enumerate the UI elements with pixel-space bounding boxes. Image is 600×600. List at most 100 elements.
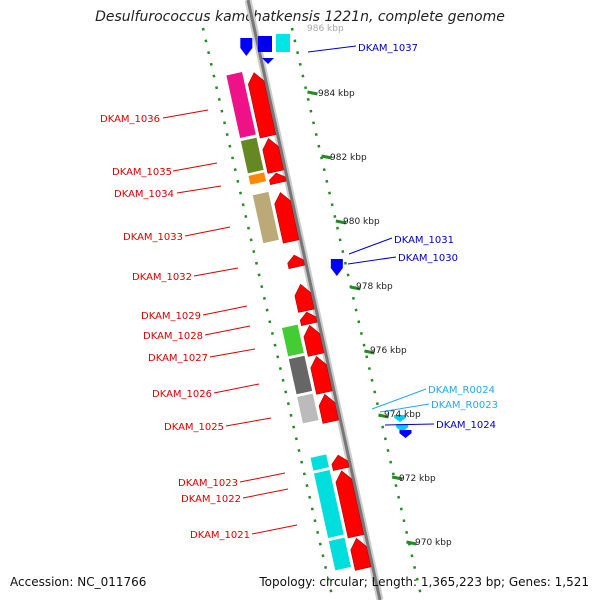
forward-gene-arrow [294,283,315,313]
forward-gene-arrow [287,254,305,269]
cog-category-bar [310,454,329,471]
reverse-gene-label: DKAM_1031 [394,235,454,246]
leader-line [202,305,248,316]
forward-gene-label: DKAM_1027 [148,353,208,364]
scale-tick [364,349,375,355]
forward-gene-arrow [318,393,339,424]
leader-line [225,417,272,427]
scale-label: 976 kbp [370,346,407,356]
genome-backbone-core [246,0,382,600]
leader-line [371,388,427,410]
scale-tick [350,285,361,291]
cog-category-bar [328,537,351,571]
reverse-gene-arrow [240,38,253,56]
leader-line [251,524,298,535]
leader-line [193,267,239,277]
reverse-gene-label: DKAM_1024 [436,420,496,431]
cog-category-bar [288,355,313,395]
scale-label: 980 kbp [343,217,380,227]
cog-category-bar [248,172,267,185]
leader-line [176,185,222,194]
leader-line [184,226,231,237]
scale-ticks [307,90,417,546]
forward-gene-arrow [269,172,287,185]
forward-gene-label: DKAM_1022 [181,494,241,505]
reverse-gene-arrows [240,34,412,438]
scale-tick [406,540,417,546]
reverse-gene-arrow [262,58,274,64]
leader-line [384,423,435,426]
forward-gene-arrow [274,192,300,244]
cog-category-bar [252,191,279,244]
scale-label: 978 kbp [356,282,393,292]
forward-gene-arrow [262,137,284,174]
scale-tick [378,413,389,419]
leader-line [347,256,397,265]
leader-line [379,403,430,413]
left-guide-line [201,27,335,600]
leader-line [307,45,357,53]
forward-gene-label: DKAM_1026 [152,389,212,400]
leader-line [239,472,286,483]
reverse-gene-arrow [330,259,343,276]
forward-gene-label: DKAM_1029 [141,311,201,322]
forward-gene-label: DKAM_1033 [123,232,183,243]
cog-category-bar [313,470,344,538]
reverse-gene-label: DKAM_1037 [358,43,418,54]
reverse-gene-arrow [399,430,412,438]
accession-text: Accession: NC_011766 [10,575,147,589]
scale-labels: 986 kbp 984 kbp 982 kbp 980 kbp 978 kbp 976 k… [307,24,452,548]
scale-label: 984 kbp [318,89,355,99]
cog-category-bar [297,393,319,424]
right-guide-line [290,27,424,600]
label-leader-lines [162,45,435,535]
reverse-gene-block [258,36,272,52]
forward-gene-label: DKAM_1028 [143,331,203,342]
cog-category-bar [226,72,256,138]
scale-label: 982 kbp [330,153,367,163]
topology-text: Topology: circular; Length: 1,365,223 bp… [259,575,589,589]
scale-label: 972 kbp [399,474,436,484]
leader-line [162,109,209,119]
scale-tick [335,219,347,225]
forward-gene-label: DKAM_1035 [112,167,172,178]
forward-gene-arrow [335,470,365,539]
scale-tick [307,90,318,96]
leader-line [213,383,260,394]
leader-line [209,348,256,358]
forward-gene-arrow [303,324,325,357]
forward-gene-arrow [331,454,350,471]
leader-line [348,237,393,255]
forward-gene-label: DKAM_1025 [164,422,224,433]
forward-gene-arrow [350,537,372,571]
forward-gene-arrow [310,355,333,395]
scale-tick [321,154,332,160]
scale-label: 974 kbp [384,410,421,420]
scale-label: 970 kbp [415,538,452,548]
reverse-gene-label: DKAM_1030 [398,253,458,264]
forward-gene-label: DKAM_1023 [178,478,238,489]
forward-gene-arrow [299,311,318,326]
leader-line [242,488,289,499]
scale-label: 986 kbp [307,24,344,34]
scale-tick [391,475,403,481]
map-title: Desulfurococcus kamchatkensis 1221n, com… [95,9,505,25]
forward-gene-label: DKAM_1034 [114,189,174,200]
cog-bars [226,72,351,571]
cog-category-bar [281,324,304,357]
reverse-gene-label: DKAM_R0023 [431,400,498,411]
reverse-gene-arrow [394,415,407,422]
forward-gene-arrow [248,72,277,139]
leader-line [172,162,218,172]
forward-gene-arrows [248,72,372,571]
forward-gene-label: DKAM_1036 [100,114,160,125]
forward-gene-label: DKAM_1021 [190,530,250,541]
reverse-gene-label: DKAM_R0024 [428,385,495,396]
rna-gene-block [276,34,290,52]
forward-gene-label: DKAM_1032 [132,272,192,283]
gene-labels: DKAM_1036 DKAM_1035 DKAM_1034 DKAM_1033 DKAM… [100,43,498,541]
reverse-gene-arrow [396,424,409,432]
leader-line [204,325,251,336]
cog-category-bar [240,137,264,174]
